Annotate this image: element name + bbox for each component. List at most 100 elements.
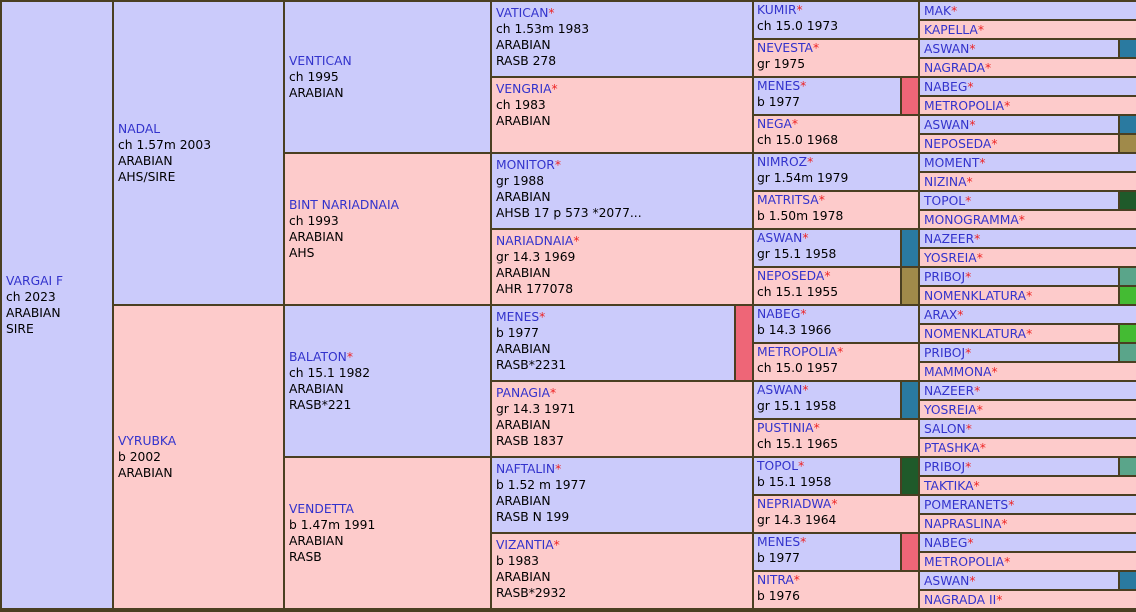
horse-name-link[interactable]: PRIBOJ — [924, 345, 966, 360]
horse-name-link[interactable]: PTASHKA — [924, 440, 980, 455]
horse-name-link[interactable]: BALATON — [289, 350, 347, 364]
horse-name-link[interactable]: NAGRADA — [924, 60, 986, 75]
horse-name-link[interactable]: NABEG — [924, 79, 968, 94]
horse-name-link[interactable]: VENGRIA — [496, 82, 552, 96]
horse-detail-line: b 2002 — [118, 450, 162, 464]
horse-name-link[interactable]: ASWAN — [757, 383, 803, 397]
horse-name-link[interactable]: KUMIR — [757, 3, 797, 17]
horse-name-link[interactable]: YOSREIA — [924, 250, 977, 265]
horse-info: NITRA* b 1976 — [757, 573, 800, 604]
horse-name-link[interactable]: MAMMONA — [924, 364, 992, 379]
horse-name-link[interactable]: POMERANETS — [924, 497, 1009, 512]
asterisk-marker: * — [976, 402, 983, 417]
horse-name-link[interactable]: BINT NARIADNAIA — [289, 198, 399, 212]
pedigree-cell-g6-13: YOSREIA* — [920, 249, 1136, 266]
horse-name-link[interactable]: MENES — [757, 79, 801, 93]
horse-name-link[interactable]: NIZINA — [924, 174, 967, 189]
horse-name-link[interactable]: PRIBOJ — [924, 269, 966, 284]
horse-detail-line: ch 15.0 1968 — [757, 133, 839, 147]
asterisk-marker: * — [979, 155, 986, 170]
pedigree-cell-g6-16: ARAX* — [920, 306, 1136, 323]
horse-name-link[interactable]: ASWAN — [924, 573, 970, 588]
horse-name-link[interactable]: VYRUBKA — [118, 434, 177, 448]
horse-name-link[interactable]: METROPOLIA — [924, 98, 1005, 113]
horse-name-link[interactable]: NARIADNAIA — [496, 234, 574, 248]
horse-name-line: PRIBOJ* — [924, 345, 971, 361]
horse-name-line: VATICAN* — [496, 5, 589, 21]
horse-name-link[interactable]: ASWAN — [924, 41, 970, 56]
horse-name-line: VIZANTIA* — [496, 537, 566, 553]
pedigree-cell-g5-15: NITRA* b 1976 — [754, 572, 918, 608]
horse-name-link[interactable]: TOPOL — [924, 193, 966, 208]
asterisk-marker: * — [991, 136, 998, 151]
horse-name-link[interactable]: ASWAN — [924, 117, 970, 132]
horse-name-link[interactable]: KAPELLA — [924, 22, 978, 37]
horse-name-link[interactable]: MAK — [924, 3, 952, 18]
horse-name-link[interactable]: PUSTINIA — [757, 421, 814, 435]
horse-name-link[interactable]: MENES — [757, 535, 801, 549]
horse-name-link[interactable]: SALON — [924, 421, 966, 436]
horse-detail-line: SIRE — [6, 322, 34, 336]
horse-name-link[interactable]: PANAGIA — [496, 386, 551, 400]
horse-name-link[interactable]: NEGA — [757, 117, 792, 131]
pedigree-cell-g4-6: NAFTALIN* b 1.52 m 1977 ARABIAN RASB N 199 — [492, 458, 752, 532]
horse-info: NIMROZ* gr 1.54m 1979 — [757, 155, 848, 186]
horse-info: PUSTINIA* ch 15.1 1965 — [757, 421, 838, 452]
horse-name-link[interactable]: MONITOR — [496, 158, 555, 172]
horse-name-link[interactable]: VATICAN — [496, 6, 549, 20]
horse-name-link[interactable]: NAGRADA II — [924, 592, 997, 607]
horse-name-link[interactable]: TOPOL — [757, 459, 799, 473]
horse-name-link[interactable]: NIMROZ — [757, 155, 808, 169]
horse-name-link[interactable]: NEPOSEDA — [757, 269, 825, 283]
horse-name-link[interactable]: ARAX — [924, 307, 958, 322]
pedigree-cell-g6-6: ASWAN* — [920, 116, 1136, 133]
horse-name-link[interactable]: VENTICAN — [289, 54, 352, 68]
horse-name-link[interactable]: YOSREIA — [924, 402, 977, 417]
asterisk-marker: * — [976, 250, 983, 265]
horse-info: NABEG* b 14.3 1966 — [757, 307, 831, 338]
asterisk-marker: * — [973, 478, 980, 493]
horse-info: NEVESTA* gr 1975 — [757, 41, 819, 72]
horse-name-link[interactable]: NOMENKLATURA — [924, 288, 1027, 303]
asterisk-marker: * — [967, 79, 974, 94]
pedigree-cell-g5-3: NEGA* ch 15.0 1968 — [754, 116, 918, 152]
horse-name-line: ASWAN* — [924, 117, 975, 133]
horse-name-link[interactable]: NABEG — [757, 307, 801, 321]
horse-name-link[interactable]: NEPOSEDA — [924, 136, 992, 151]
horse-name-line: NEPOSEDA* — [924, 136, 997, 152]
horse-info: TOPOL* b 15.1 1958 — [757, 459, 831, 490]
pedigree-cell-g6-24: PRIBOJ* — [920, 458, 1136, 475]
horse-name-line: NEVESTA* — [757, 41, 819, 56]
horse-name-link[interactable]: VENDETTA — [289, 502, 354, 516]
horse-name-line: MATRITSA* — [757, 193, 843, 208]
horse-name-link[interactable]: NAZEER — [924, 383, 975, 398]
horse-name-link[interactable]: NADAL — [118, 122, 161, 136]
asterisk-marker: * — [837, 345, 844, 359]
horse-detail-line: RASB*2932 — [496, 586, 567, 600]
horse-name-link[interactable]: VARGAI F — [6, 274, 64, 288]
pedigree-cell-g5-7: NEPOSEDA* ch 15.1 1955 — [754, 268, 918, 304]
horse-name-link[interactable]: NITRA — [757, 573, 794, 587]
horse-name-link[interactable]: NEVESTA — [757, 41, 813, 55]
horse-name-link[interactable]: NABEG — [924, 535, 968, 550]
horse-name-link[interactable]: VIZANTIA — [496, 538, 554, 552]
horse-name-link[interactable]: ASWAN — [757, 231, 803, 245]
horse-name-link[interactable]: NEPRIADWA — [757, 497, 832, 511]
horse-name-link[interactable]: MENES — [496, 310, 540, 324]
pedigree-cell-g6-15: NOMENKLATURA* — [920, 287, 1136, 304]
horse-name-link[interactable]: NAPRASLINA — [924, 516, 1002, 531]
pedigree-cell-g3-2: BALATON* ch 15.1 1982 ARABIAN RASB*221 — [285, 306, 490, 456]
horse-name-link[interactable]: MONOGRAMMA — [924, 212, 1019, 227]
horse-info: NAZEER* — [924, 231, 980, 247]
horse-name-link[interactable]: METROPOLIA — [924, 554, 1005, 569]
horse-name-link[interactable]: NOMENKLATURA — [924, 326, 1027, 341]
horse-name-link[interactable]: NAZEER — [924, 231, 975, 246]
horse-info: NOMENKLATURA* — [924, 288, 1032, 304]
horse-name-link[interactable]: PRIBOJ — [924, 459, 966, 474]
horse-name-link[interactable]: NAFTALIN — [496, 462, 556, 476]
horse-name-link[interactable]: MOMENT — [924, 155, 980, 170]
horse-name-link[interactable]: METROPOLIA — [757, 345, 838, 359]
horse-name-line: VENDETTA — [289, 501, 375, 517]
horse-name-link[interactable]: TAKTIKA — [924, 478, 974, 493]
horse-name-link[interactable]: MATRITSA — [757, 193, 819, 207]
